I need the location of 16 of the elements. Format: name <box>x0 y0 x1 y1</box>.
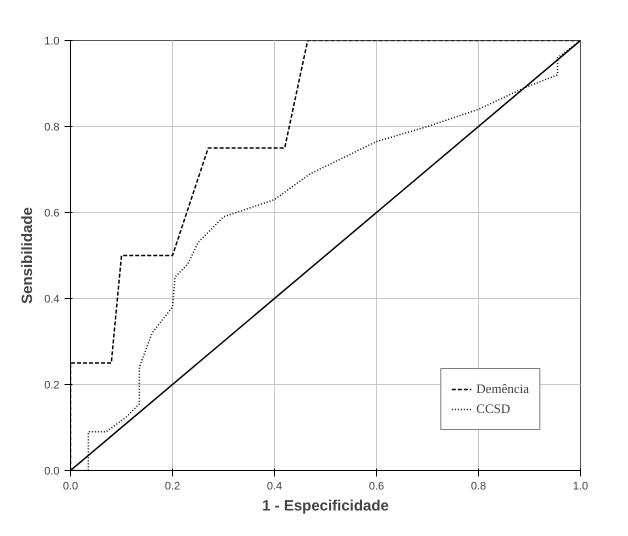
y-tick-label: 0.4 <box>44 294 60 306</box>
legend-label: CCSD <box>476 401 510 417</box>
x-tick-label: 0.6 <box>368 480 384 492</box>
legend-label: Demência <box>476 381 529 397</box>
y-axis-title: Sensibilidade <box>19 207 36 304</box>
x-axis-title: 1 - Especificidade <box>262 498 389 514</box>
y-tick-label: 0.2 <box>44 380 60 392</box>
x-tick-label: 1.0 <box>572 480 588 492</box>
y-tick-label: 0.0 <box>44 466 60 478</box>
y-tick-label: 0.8 <box>44 122 60 134</box>
x-tick-label: 0.2 <box>164 480 180 492</box>
x-tick-label: 0.0 <box>62 480 78 492</box>
y-tick-label: 0.6 <box>44 208 60 220</box>
y-tick-label: 1.0 <box>44 36 60 48</box>
x-tick-label: 0.8 <box>470 480 486 492</box>
x-tick-label: 0.4 <box>266 480 282 492</box>
